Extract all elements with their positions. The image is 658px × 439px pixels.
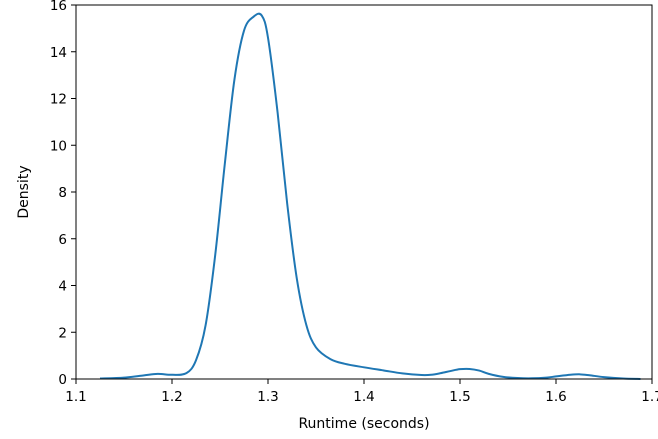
- y-tick-label: 12: [50, 92, 67, 108]
- y-tick-label: 10: [50, 138, 67, 154]
- x-tick-label: 1.3: [257, 389, 278, 405]
- y-tick-label: 6: [58, 232, 67, 248]
- plot-frame: [75, 4, 653, 380]
- y-tick-label: 0: [58, 372, 67, 388]
- density-series-line-0: [99, 12, 641, 380]
- x-tick-label: 1.7: [641, 389, 658, 405]
- y-axis-label: Density: [16, 165, 32, 218]
- x-tick-label: 1.1: [65, 389, 86, 405]
- x-tick-label: 1.5: [449, 389, 470, 405]
- y-tick-label: 16: [50, 0, 67, 14]
- y-tick-label: 2: [58, 325, 67, 341]
- x-axis-ticks: 1.1 1.2 1.3 1.4 1.5 1.6 1.7: [65, 379, 658, 405]
- x-tick-label: 1.6: [545, 389, 566, 405]
- y-tick-label: 4: [58, 279, 67, 295]
- y-axis-ticks: 0 2 4 6 8 10 12 14 16: [50, 0, 76, 388]
- y-tick-label: 14: [50, 45, 67, 61]
- y-tick-label: 8: [58, 185, 67, 201]
- x-tick-label: 1.4: [353, 389, 374, 405]
- x-axis-label: Runtime (seconds): [298, 416, 429, 432]
- x-tick-label: 1.2: [161, 389, 182, 405]
